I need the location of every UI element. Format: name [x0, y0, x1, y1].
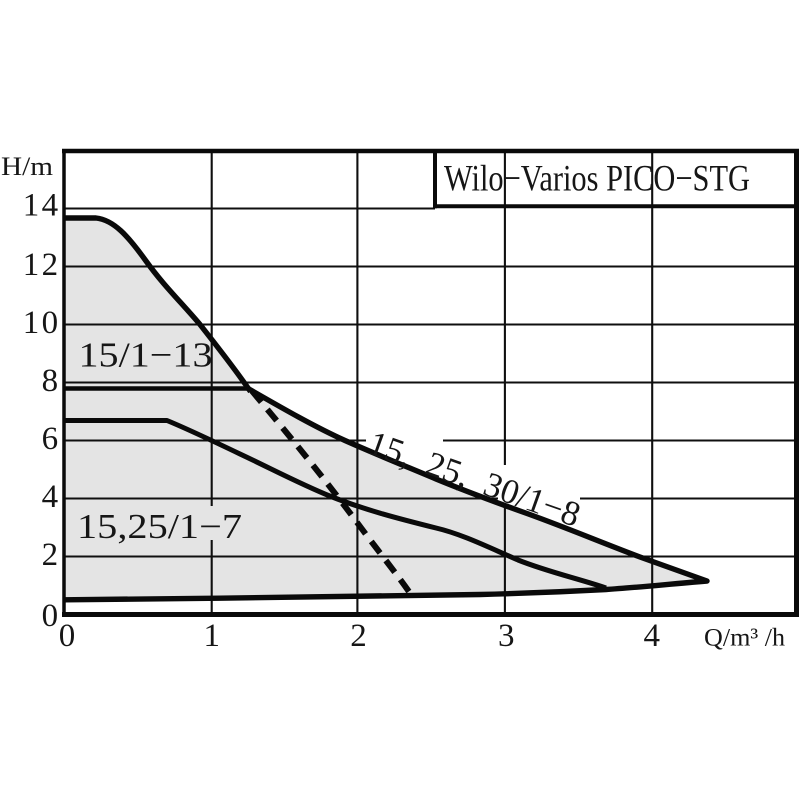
svg-text:2: 2 [42, 537, 61, 573]
svg-text:4: 4 [42, 479, 61, 515]
svg-text:0: 0 [59, 618, 76, 654]
svg-text:4: 4 [643, 618, 660, 654]
svg-text:6: 6 [42, 421, 61, 457]
svg-text:0: 0 [42, 598, 61, 634]
svg-text:10: 10 [23, 305, 61, 341]
svg-text:15,25/1−7: 15,25/1−7 [77, 507, 242, 546]
svg-text:Wilo−Varios PICO−STG: Wilo−Varios PICO−STG [444, 158, 750, 199]
svg-text:3: 3 [498, 618, 515, 654]
svg-text:15/1−13: 15/1−13 [79, 336, 213, 375]
svg-text:14: 14 [23, 188, 61, 224]
svg-text:Q/m³ /h: Q/m³ /h [704, 624, 786, 651]
svg-text:2: 2 [350, 618, 367, 654]
svg-text:12: 12 [23, 247, 61, 283]
svg-text:H/m: H/m [1, 152, 53, 181]
svg-text:1: 1 [203, 618, 220, 654]
svg-text:8: 8 [42, 363, 61, 399]
